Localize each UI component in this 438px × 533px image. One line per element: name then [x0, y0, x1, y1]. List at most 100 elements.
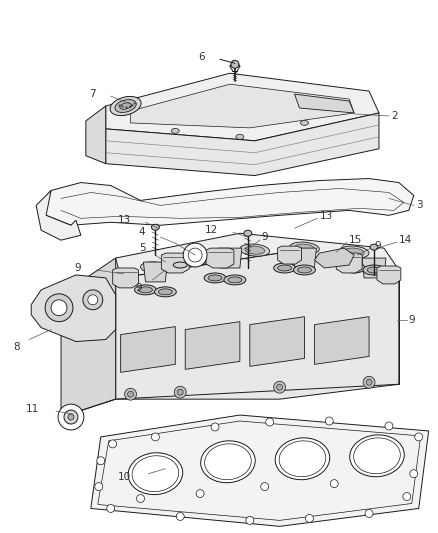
Text: 9: 9 [408, 314, 414, 325]
Ellipse shape [110, 96, 141, 116]
Text: 7: 7 [89, 89, 95, 99]
Polygon shape [115, 253, 398, 399]
Polygon shape [314, 317, 368, 365]
Ellipse shape [145, 264, 165, 272]
Circle shape [260, 482, 268, 490]
Text: 8: 8 [13, 343, 20, 352]
Ellipse shape [128, 453, 182, 495]
Circle shape [362, 376, 374, 388]
Circle shape [325, 417, 332, 425]
Polygon shape [61, 258, 115, 417]
Circle shape [51, 300, 67, 316]
Text: 9: 9 [135, 283, 142, 293]
Ellipse shape [289, 242, 318, 254]
Polygon shape [130, 84, 353, 128]
Ellipse shape [243, 230, 251, 236]
Polygon shape [277, 246, 301, 264]
Circle shape [245, 516, 253, 524]
Ellipse shape [227, 277, 241, 283]
Polygon shape [43, 179, 413, 225]
Text: 15: 15 [348, 235, 362, 245]
Polygon shape [294, 94, 353, 113]
Text: 3: 3 [415, 200, 421, 211]
Circle shape [276, 384, 282, 390]
Circle shape [364, 510, 372, 518]
Ellipse shape [223, 275, 245, 285]
Circle shape [124, 388, 136, 400]
Polygon shape [115, 233, 398, 278]
Polygon shape [106, 113, 378, 175]
Text: 6: 6 [198, 52, 205, 62]
Circle shape [127, 391, 133, 397]
Text: 9: 9 [261, 232, 268, 242]
Ellipse shape [362, 265, 384, 275]
Text: 2: 2 [390, 111, 397, 121]
Ellipse shape [346, 265, 360, 271]
Ellipse shape [300, 120, 308, 125]
Ellipse shape [132, 456, 178, 491]
Circle shape [151, 433, 159, 441]
Polygon shape [86, 106, 106, 164]
Ellipse shape [277, 265, 291, 271]
Polygon shape [161, 253, 189, 273]
Ellipse shape [294, 244, 314, 252]
Ellipse shape [293, 265, 314, 275]
Text: 13: 13 [318, 211, 332, 221]
Polygon shape [91, 415, 427, 527]
Ellipse shape [158, 289, 172, 295]
Circle shape [265, 418, 273, 426]
Text: 4: 4 [138, 227, 145, 237]
Polygon shape [113, 268, 138, 288]
Text: 9: 9 [373, 241, 380, 251]
Circle shape [136, 495, 144, 503]
Ellipse shape [273, 263, 295, 273]
Polygon shape [120, 327, 175, 373]
Circle shape [402, 492, 410, 500]
Circle shape [329, 480, 337, 488]
Polygon shape [36, 190, 81, 240]
Ellipse shape [343, 248, 363, 256]
Ellipse shape [134, 285, 156, 295]
Text: 9: 9 [74, 263, 81, 273]
Ellipse shape [297, 267, 311, 273]
Circle shape [68, 414, 74, 420]
Polygon shape [336, 253, 361, 273]
Ellipse shape [204, 273, 226, 283]
Circle shape [177, 389, 183, 395]
Ellipse shape [369, 244, 377, 250]
Ellipse shape [173, 262, 187, 268]
Circle shape [95, 482, 102, 490]
Circle shape [414, 433, 422, 441]
Circle shape [64, 410, 78, 424]
Polygon shape [205, 248, 233, 268]
Polygon shape [314, 248, 353, 268]
Circle shape [109, 440, 117, 448]
Ellipse shape [349, 435, 403, 477]
Ellipse shape [204, 444, 251, 480]
Polygon shape [376, 266, 400, 284]
Circle shape [96, 457, 105, 465]
Polygon shape [98, 421, 420, 520]
Circle shape [365, 379, 371, 385]
Ellipse shape [240, 244, 269, 256]
Polygon shape [218, 248, 241, 268]
Polygon shape [143, 262, 167, 282]
Ellipse shape [230, 60, 238, 68]
Circle shape [305, 514, 313, 522]
Ellipse shape [120, 103, 131, 109]
Polygon shape [185, 321, 239, 369]
Polygon shape [31, 275, 115, 342]
Text: 5: 5 [138, 243, 145, 253]
Ellipse shape [195, 254, 215, 262]
Ellipse shape [235, 134, 243, 139]
Ellipse shape [171, 128, 179, 133]
Circle shape [188, 248, 201, 262]
Ellipse shape [343, 263, 364, 273]
Polygon shape [106, 73, 378, 141]
Circle shape [211, 423, 219, 431]
Ellipse shape [339, 246, 368, 258]
Text: 11: 11 [26, 404, 39, 414]
Circle shape [88, 295, 98, 305]
Circle shape [176, 512, 184, 520]
Ellipse shape [151, 224, 159, 230]
